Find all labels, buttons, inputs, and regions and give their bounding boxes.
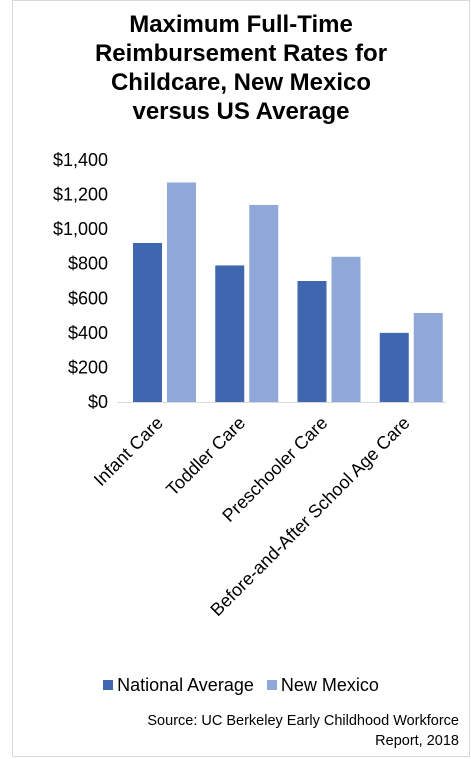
bar-new-mexico-1 (249, 204, 279, 402)
legend-item-national-average: National Average (103, 675, 254, 696)
source-line: Source: UC Berkeley Early Childhood Work… (147, 713, 459, 729)
legend-swatch-national-average (103, 680, 114, 690)
y-tick-label: $1,000 (53, 219, 108, 239)
bar-national-average-2 (297, 281, 327, 402)
bar-national-average-0 (133, 242, 162, 402)
y-tick-label: $600 (68, 288, 108, 308)
bar-national-average-3 (379, 332, 409, 402)
chart-title-line: Childcare, New Mexico (110, 69, 372, 96)
chart-legend: National Average New Mexico (12, 674, 470, 696)
y-tick-label: $800 (68, 254, 108, 274)
chart-title-line: Maximum Full-Time (129, 11, 353, 38)
y-tick-label: $1,400 (53, 150, 108, 170)
chart-title-line: versus US Average (132, 98, 350, 125)
x-category-label: Infant Care (90, 413, 167, 490)
legend-item-new-mexico: New Mexico (266, 674, 379, 696)
source-line: Report, 2018 (375, 733, 459, 749)
legend-swatch-new-mexico (266, 680, 277, 690)
y-tick-label: $1,200 (53, 185, 108, 205)
legend-label: New Mexico (280, 674, 379, 695)
bar-new-mexico-0 (167, 182, 196, 402)
y-tick-label: $0 (88, 392, 108, 412)
bar-new-mexico-2 (331, 256, 361, 402)
chart-title: Maximum Full-Time Reimbursement Rates fo… (12, 10, 470, 126)
source-note: Source: UC Berkeley Early Childhood Work… (19, 711, 459, 751)
y-tick-label: $400 (68, 323, 108, 343)
x-category-label: Toddler Care (162, 413, 249, 500)
bar-national-average-1 (215, 265, 245, 402)
y-tick-label: $200 (68, 357, 108, 377)
bar-chart: $0 $200 $400 $600 $800 $1,000 $1,200 $1,400 Infa… (53, 150, 446, 620)
chart-title-line: Reimbursement Rates for (94, 40, 388, 67)
legend-label: National Average (117, 674, 254, 695)
bar-new-mexico-3 (413, 312, 443, 402)
